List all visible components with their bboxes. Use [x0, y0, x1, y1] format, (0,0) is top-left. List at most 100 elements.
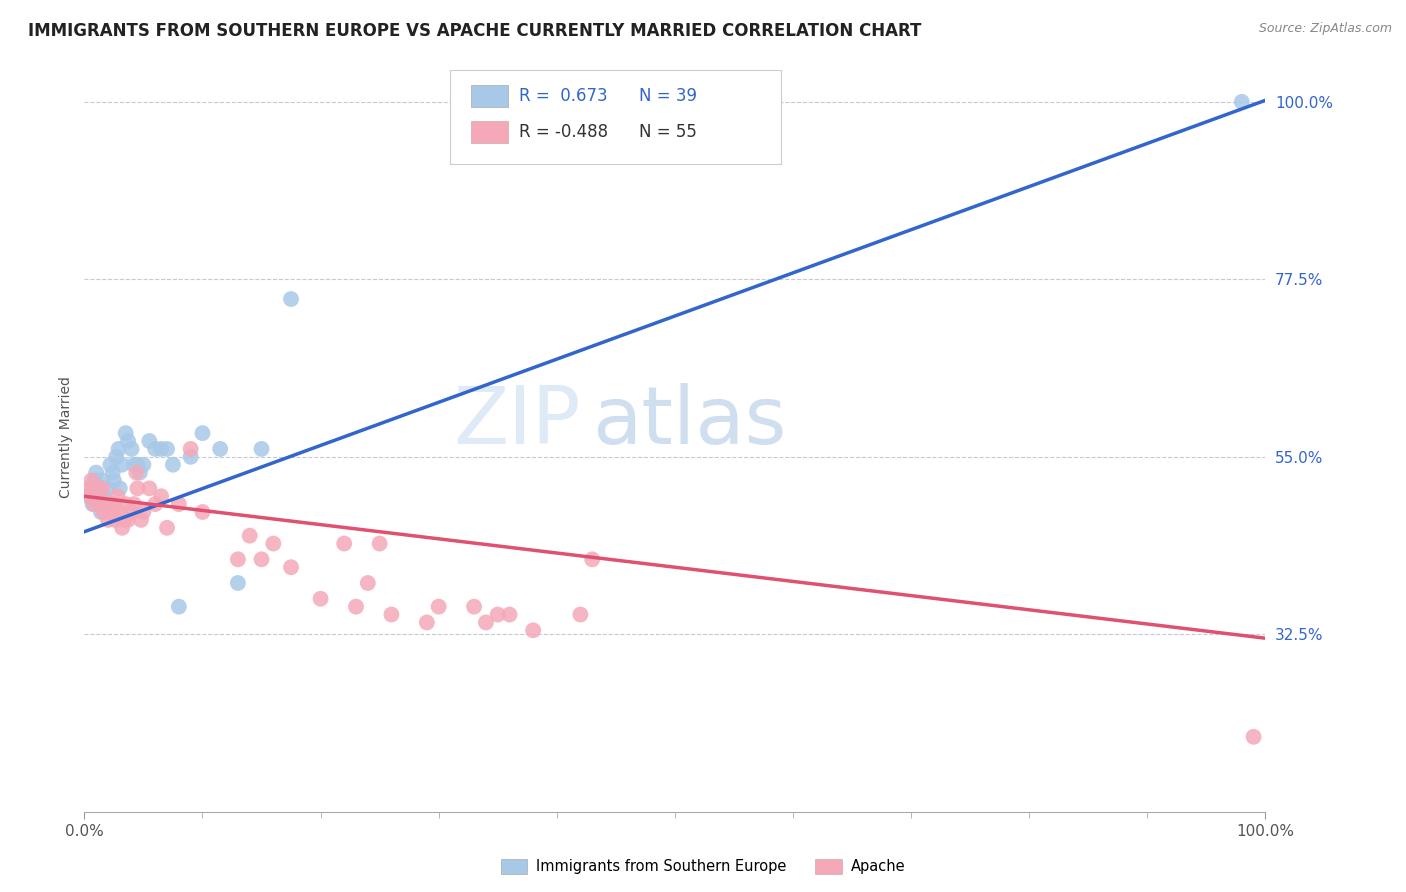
- Point: [125, 466, 148, 480]
- Point: [117, 513, 139, 527]
- Point: [94, 497, 117, 511]
- Point: [239, 529, 262, 543]
- Text: Source: ZipAtlas.com: Source: ZipAtlas.com: [1258, 22, 1392, 36]
- Point: [90, 505, 112, 519]
- Point: [522, 624, 544, 638]
- Point: [101, 466, 124, 480]
- Point: [111, 458, 134, 472]
- Point: [121, 505, 143, 519]
- Point: [191, 505, 214, 519]
- Point: [138, 434, 160, 448]
- Point: [98, 458, 121, 472]
- Point: [103, 497, 125, 511]
- Point: [226, 576, 249, 591]
- FancyBboxPatch shape: [471, 85, 509, 107]
- Point: [117, 434, 139, 448]
- Point: [114, 426, 136, 441]
- Point: [111, 521, 134, 535]
- Point: [122, 497, 145, 511]
- Point: [581, 552, 603, 566]
- Point: [180, 450, 202, 464]
- Point: [107, 442, 129, 456]
- Point: [463, 599, 485, 614]
- Point: [84, 466, 107, 480]
- Point: [357, 576, 380, 591]
- Point: [150, 489, 173, 503]
- Point: [262, 536, 284, 550]
- Point: [180, 442, 202, 456]
- Point: [475, 615, 498, 630]
- Point: [79, 489, 101, 503]
- Text: ZIP: ZIP: [453, 383, 581, 461]
- Point: [121, 442, 143, 456]
- Point: [89, 481, 111, 495]
- Point: [89, 497, 111, 511]
- Point: [138, 481, 160, 495]
- Point: [91, 474, 114, 488]
- Point: [344, 599, 367, 614]
- Point: [114, 497, 136, 511]
- Point: [94, 497, 117, 511]
- Point: [368, 536, 391, 550]
- Point: [1230, 95, 1253, 109]
- Legend: Immigrants from Southern Europe, Apache: Immigrants from Southern Europe, Apache: [495, 853, 911, 880]
- FancyBboxPatch shape: [471, 121, 509, 144]
- Point: [108, 505, 131, 519]
- Point: [167, 497, 190, 511]
- Point: [129, 513, 152, 527]
- Point: [97, 513, 120, 527]
- Point: [97, 481, 120, 495]
- Point: [486, 607, 509, 622]
- Point: [498, 607, 520, 622]
- Point: [87, 489, 110, 503]
- Point: [143, 497, 166, 511]
- Point: [77, 481, 100, 495]
- Point: [98, 497, 121, 511]
- Point: [150, 442, 173, 456]
- Point: [250, 552, 273, 566]
- Point: [309, 591, 332, 606]
- Point: [250, 442, 273, 456]
- Point: [107, 489, 129, 503]
- Point: [209, 442, 232, 456]
- Point: [108, 481, 131, 495]
- Text: N = 39: N = 39: [640, 87, 697, 105]
- Point: [101, 505, 124, 519]
- Point: [114, 513, 136, 527]
- Point: [127, 481, 149, 495]
- Point: [128, 466, 150, 480]
- Text: atlas: atlas: [592, 383, 786, 461]
- Text: IMMIGRANTS FROM SOUTHERN EUROPE VS APACHE CURRENTLY MARRIED CORRELATION CHART: IMMIGRANTS FROM SOUTHERN EUROPE VS APACH…: [28, 22, 921, 40]
- Point: [105, 450, 128, 464]
- Point: [80, 474, 103, 488]
- Point: [91, 489, 114, 503]
- Point: [569, 607, 592, 622]
- Point: [83, 497, 105, 511]
- Point: [156, 521, 179, 535]
- Point: [132, 505, 155, 519]
- Text: R = -0.488: R = -0.488: [519, 123, 609, 141]
- Point: [162, 458, 184, 472]
- Point: [143, 442, 166, 456]
- Point: [156, 442, 179, 456]
- Text: N = 55: N = 55: [640, 123, 697, 141]
- Point: [226, 552, 249, 566]
- Point: [91, 505, 114, 519]
- Point: [167, 599, 190, 614]
- Point: [77, 489, 100, 503]
- Point: [416, 615, 439, 630]
- Point: [127, 458, 149, 472]
- FancyBboxPatch shape: [450, 70, 782, 163]
- Y-axis label: Currently Married: Currently Married: [59, 376, 73, 498]
- Point: [84, 481, 107, 495]
- Point: [1243, 730, 1265, 744]
- Point: [132, 458, 155, 472]
- Point: [82, 497, 104, 511]
- Point: [87, 489, 110, 503]
- Point: [191, 426, 214, 441]
- Point: [122, 458, 145, 472]
- Point: [280, 292, 302, 306]
- Point: [84, 474, 107, 488]
- Point: [380, 607, 402, 622]
- Point: [280, 560, 302, 574]
